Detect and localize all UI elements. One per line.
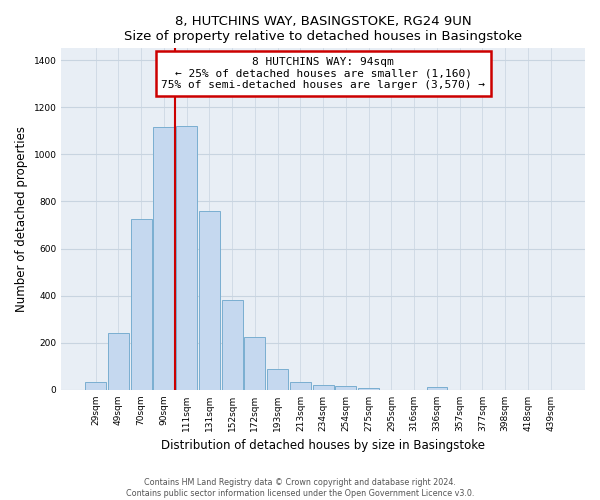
Bar [335,386,356,390]
X-axis label: Distribution of detached houses by size in Basingstoke: Distribution of detached houses by size … [161,440,485,452]
Bar [222,300,242,390]
Bar [313,384,334,390]
Bar [267,368,288,390]
Text: Contains HM Land Registry data © Crown copyright and database right 2024.
Contai: Contains HM Land Registry data © Crown c… [126,478,474,498]
Bar [244,337,265,390]
Bar [358,388,379,390]
Bar [199,211,220,390]
Bar [176,126,197,390]
Text: 8 HUTCHINS WAY: 94sqm
← 25% of detached houses are smaller (1,160)
75% of semi-d: 8 HUTCHINS WAY: 94sqm ← 25% of detached … [161,57,485,90]
Bar [154,128,175,390]
Bar [427,387,448,390]
Bar [290,382,311,390]
Title: 8, HUTCHINS WAY, BASINGSTOKE, RG24 9UN
Size of property relative to detached hou: 8, HUTCHINS WAY, BASINGSTOKE, RG24 9UN S… [124,15,522,43]
Bar [131,219,152,390]
Y-axis label: Number of detached properties: Number of detached properties [15,126,28,312]
Bar [108,334,129,390]
Bar [85,382,106,390]
